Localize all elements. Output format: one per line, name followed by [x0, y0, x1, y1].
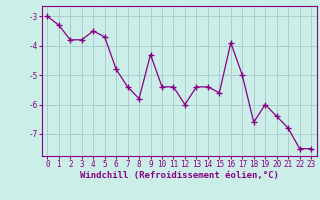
X-axis label: Windchill (Refroidissement éolien,°C): Windchill (Refroidissement éolien,°C)	[80, 171, 279, 180]
